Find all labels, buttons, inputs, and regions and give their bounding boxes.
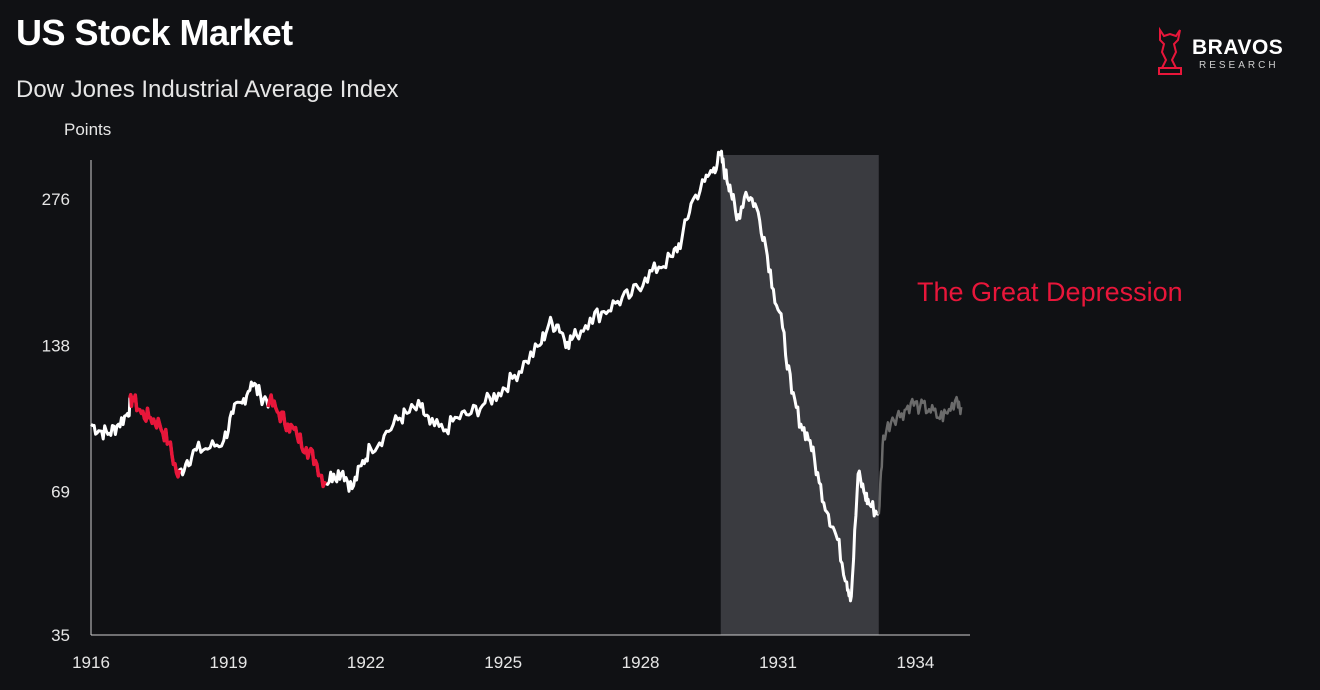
x-tick-label: 1916: [72, 653, 110, 672]
y-tick-label: 138: [42, 336, 70, 355]
dow-line-main: [90, 149, 880, 603]
bull-chess-icon: [1158, 26, 1182, 75]
depression-shade: [720, 155, 879, 635]
bear-market-highlight-2: [266, 393, 328, 489]
page-title: US Stock Market: [16, 12, 293, 53]
page-subtitle: Dow Jones Industrial Average Index: [16, 76, 399, 103]
logo-subtext: RESEARCH: [1199, 60, 1279, 71]
y-tick-label: 69: [51, 483, 70, 502]
x-tick-label: 1931: [759, 653, 797, 672]
x-tick-label: 1925: [484, 653, 522, 672]
x-tick-label: 1934: [896, 653, 934, 672]
brand-logo: BRAVOS RESEARCH: [1150, 22, 1300, 84]
y-axis-label: Points: [64, 120, 111, 139]
x-tick-label: 1922: [347, 653, 385, 672]
y-tick-label: 35: [51, 626, 70, 645]
x-tick-label: 1919: [209, 653, 247, 672]
y-tick-label: 276: [42, 190, 70, 209]
great-depression-annotation: The Great Depression: [917, 277, 1183, 307]
dow-line-after: [877, 395, 963, 515]
bear-market-highlight-1: [128, 392, 182, 479]
logo-wordmark: BRAVOS: [1192, 36, 1284, 59]
x-tick-label: 1928: [622, 653, 660, 672]
